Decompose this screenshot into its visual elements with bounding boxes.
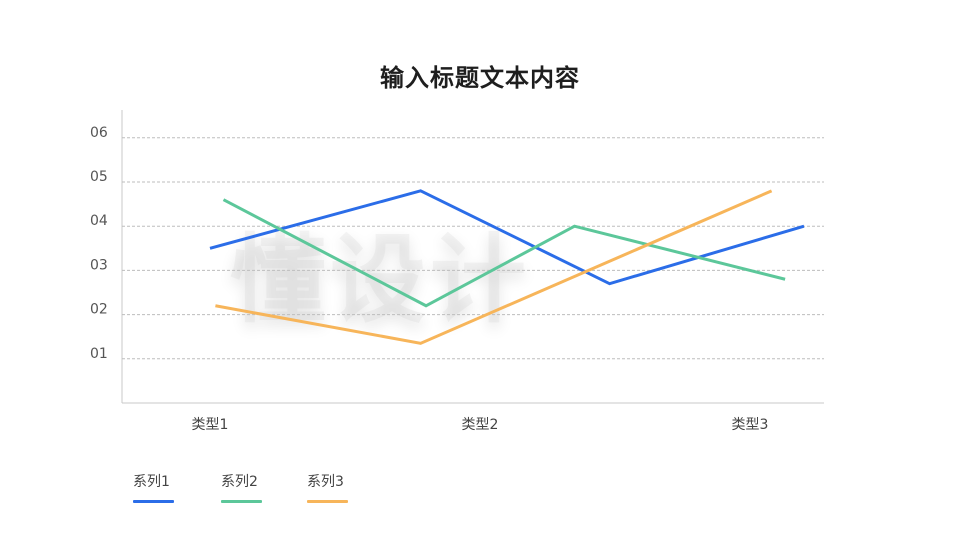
y-tick-label: 05	[90, 169, 108, 185]
y-tick-label: 03	[90, 257, 108, 273]
y-tick-label: 01	[90, 346, 108, 362]
x-tick-label: 类型1	[192, 417, 229, 433]
series-line-2	[222, 198, 786, 308]
legend-swatch	[307, 500, 348, 503]
series-line-1	[209, 189, 805, 286]
legend-item: 系列1	[133, 471, 174, 503]
legend-label: 系列3	[307, 474, 344, 490]
y-tick-label: 06	[90, 125, 108, 141]
legend-label: 系列1	[133, 474, 170, 490]
legend-swatch	[221, 500, 262, 503]
legend-item: 系列2	[221, 471, 262, 503]
chart-title: 输入标题文本内容	[380, 64, 580, 92]
legend-swatch	[133, 500, 174, 503]
legend-label: 系列2	[221, 474, 258, 490]
x-tick-label: 类型2	[462, 417, 499, 433]
y-tick-label: 04	[90, 213, 108, 229]
x-tick-label: 类型3	[732, 417, 769, 433]
series-line-3	[215, 189, 773, 345]
legend-item: 系列3	[307, 471, 348, 503]
y-tick-label: 02	[90, 302, 108, 318]
